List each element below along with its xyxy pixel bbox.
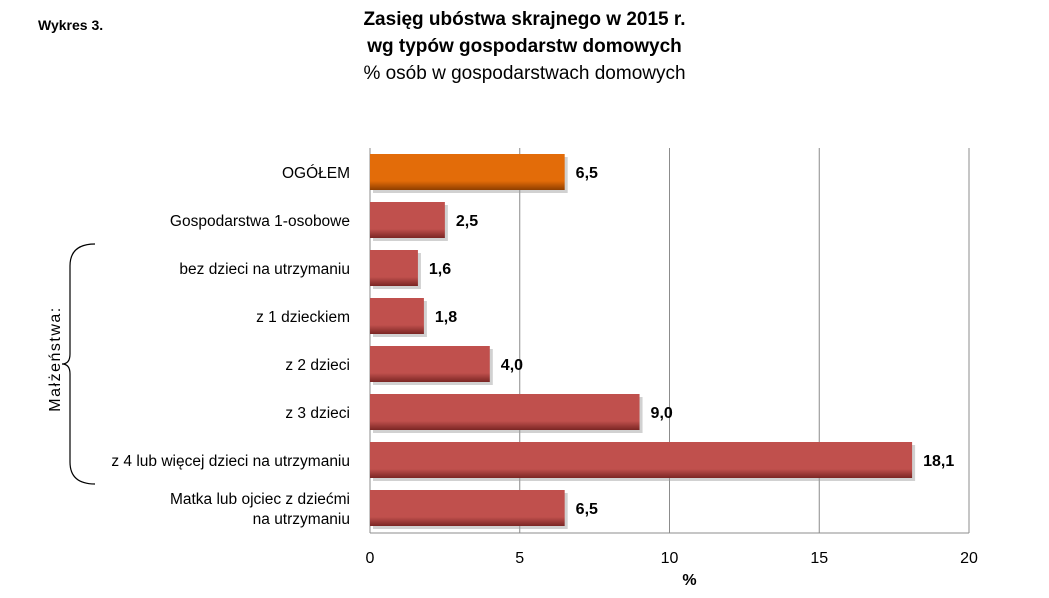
data-label: 1,8 [435, 309, 457, 326]
data-label: 18,1 [923, 453, 954, 470]
x-axis-label: % [682, 572, 696, 589]
category-label: Gospodarstwa 1-osobowe [170, 213, 350, 230]
category-label: z 1 dzieckiem [256, 309, 350, 326]
bar [370, 250, 418, 286]
data-label: 6,5 [576, 501, 598, 518]
category-label: Matka lub ojciec z dziećmi [170, 491, 350, 508]
x-tick-label: 15 [810, 550, 828, 567]
data-label: 6,5 [576, 165, 598, 182]
category-label: na utrzymaniu [253, 511, 350, 528]
data-label: 1,6 [429, 261, 451, 278]
category-label: z 2 dzieci [285, 357, 350, 374]
bar [370, 298, 424, 334]
category-label: z 3 dzieci [285, 405, 350, 422]
bar [370, 394, 640, 430]
category-label: OGÓŁEM [282, 165, 350, 182]
x-tick-label: 5 [515, 550, 524, 567]
category-label: bez dzieci na utrzymaniu [179, 261, 350, 278]
bar-total [370, 154, 565, 190]
figure-label: Wykres 3. [38, 17, 104, 33]
chart-title-block: Zasięg ubóstwa skrajnego w 2015 r. wg ty… [0, 6, 1049, 87]
data-label: 4,0 [501, 357, 523, 374]
bar [370, 202, 445, 238]
chart-title-line-2: wg typów gospodarstw domowych [367, 36, 682, 57]
bar [370, 442, 913, 478]
chart-subtitle: % osób w gospodarstwach domowych [363, 63, 686, 84]
chart-title-line-1: Zasięg ubóstwa skrajnego w 2015 r. [363, 9, 686, 30]
bar [370, 490, 565, 526]
x-tick-label: 0 [366, 550, 375, 567]
group-brace [61, 243, 96, 485]
bar [370, 346, 490, 382]
x-tick-label: 20 [960, 550, 978, 567]
category-label: z 4 lub więcej dzieci na utrzymaniu [111, 453, 350, 470]
data-label: 2,5 [456, 213, 478, 230]
data-label: 9,0 [651, 405, 673, 422]
group-label: Małżeństwa: [47, 306, 64, 411]
x-tick-label: 10 [661, 550, 679, 567]
